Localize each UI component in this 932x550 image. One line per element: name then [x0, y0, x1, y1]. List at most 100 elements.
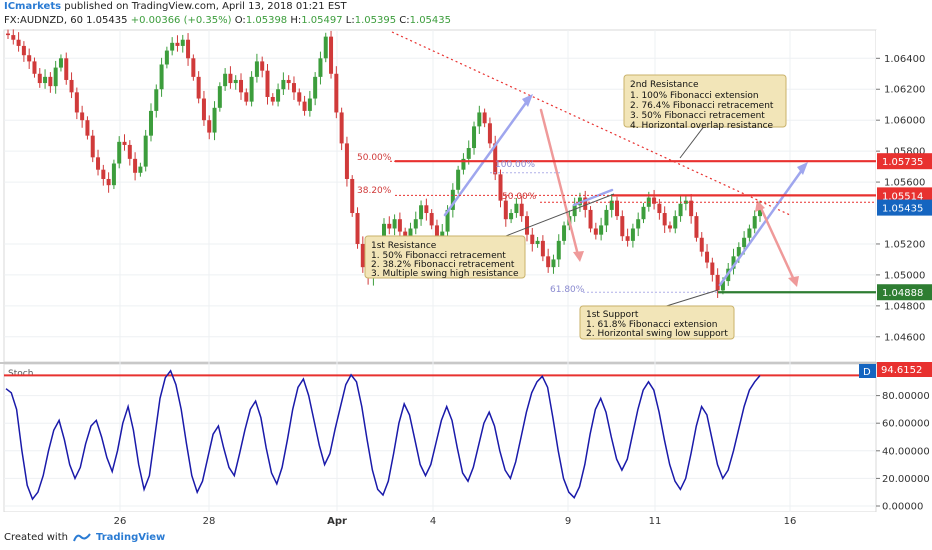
candle-body — [254, 61, 259, 77]
stoch-badge-text[interactable]: D — [863, 367, 871, 378]
candle-body — [233, 79, 238, 84]
candle-body — [53, 67, 58, 87]
fib-50-left-label: 50.00% — [357, 153, 392, 163]
candle-body — [265, 70, 270, 97]
candle-body — [122, 141, 127, 145]
candle-body — [620, 216, 625, 237]
candle-body — [186, 39, 191, 59]
candle-body — [519, 203, 524, 217]
last-price: 1.05435 — [86, 15, 128, 26]
candle-body — [636, 219, 641, 229]
candle-body — [472, 126, 477, 149]
price-tick: 1.06400 — [884, 54, 925, 65]
sup1-line-2: 2. Horizontal swing low support — [586, 329, 728, 339]
candle-body — [90, 135, 95, 158]
candle-body — [170, 42, 175, 51]
price-tags: 1.05735 1.05514 1.05435 1.04888 — [877, 153, 932, 301]
candle-body — [445, 209, 450, 232]
fib-618-label: 61.80% — [550, 285, 585, 295]
price-tag-text: 1.05514 — [882, 191, 923, 202]
candle-body — [85, 120, 90, 136]
candle-body — [249, 76, 254, 102]
candle-body — [297, 92, 302, 102]
candle-body — [604, 209, 609, 226]
candle-body — [710, 262, 715, 275]
candle-body — [609, 200, 614, 210]
candle-body — [720, 281, 725, 291]
candle-body — [424, 205, 429, 214]
candle-body — [588, 209, 593, 229]
sup1-pointer — [659, 289, 719, 309]
candle-body — [74, 92, 79, 113]
candle-body — [302, 101, 307, 111]
candle-body — [21, 45, 26, 56]
candle-body — [318, 58, 323, 77]
chart-header: ICmarkets published on TradingView.com, … — [0, 0, 932, 30]
levels-group — [390, 160, 876, 294]
candle-body — [260, 61, 265, 71]
low-value: 1.05395 — [354, 15, 397, 26]
open-value: 1.05398 — [245, 15, 288, 26]
candle-body — [450, 189, 455, 210]
candle-body — [43, 76, 48, 84]
stoch-badge[interactable] — [859, 364, 876, 378]
tradingview-brand[interactable]: TradingView — [95, 531, 166, 543]
candle-body — [16, 39, 21, 46]
res2-callout — [623, 74, 787, 128]
red-arrow-1-head — [573, 251, 584, 262]
candle-body — [196, 76, 201, 99]
candle-body — [228, 73, 233, 84]
candle-body — [456, 169, 461, 190]
candle-body — [276, 89, 281, 102]
publish-line: ICmarkets published on TradingView.com, … — [4, 1, 347, 12]
stoch-label: Stoch — [8, 369, 33, 379]
high-value: 1.05497 — [301, 15, 343, 26]
candle-body — [630, 228, 635, 241]
publisher-name[interactable]: ICmarkets — [4, 1, 62, 12]
high-label: H: — [290, 15, 302, 26]
candle-body — [58, 58, 63, 68]
candle-body — [397, 219, 402, 232]
candle-body — [493, 143, 498, 175]
candle-body — [477, 112, 482, 127]
time-tick: 11 — [649, 516, 662, 527]
candle-body — [281, 79, 286, 90]
created-with-text: Created with — [4, 531, 68, 543]
candle-body — [127, 144, 132, 159]
res1-line-2: 2. 38.2% Fibonacci retracement — [371, 260, 515, 270]
candle-body — [291, 83, 296, 93]
candle-body — [546, 256, 551, 268]
candle-body — [212, 107, 217, 133]
candle-body — [509, 213, 514, 220]
ohlc-line: FX:AUDNZD, 60 1.05435 +0.00366 (+0.35%) … — [4, 15, 451, 26]
candle-body — [540, 240, 545, 257]
candle-body — [747, 228, 752, 238]
candle-body — [562, 225, 567, 241]
symbol-label[interactable]: FX:AUDNZD, 60 — [4, 15, 83, 26]
price-tick: 1.06000 — [884, 116, 925, 127]
price-axis-ticks: 1.06400 1.06200 1.06000 1.05800 1.05600 1.052… — [876, 54, 925, 343]
sup1-callout — [579, 305, 735, 340]
candle-body — [583, 197, 588, 210]
stoch-tick: 0.00000 — [882, 502, 923, 513]
price-tag-text: 1.05435 — [882, 204, 923, 215]
res1-line-1: 1. 50% Fibonacci retracement — [371, 251, 506, 261]
price-change: +0.00366 (+0.35%) — [130, 15, 232, 26]
price-tag-text: 1.05735 — [882, 157, 923, 168]
candle-body — [524, 216, 529, 235]
candle-body — [207, 120, 212, 133]
candle-body — [535, 240, 540, 244]
blue-arrow-1 — [443, 98, 530, 217]
res2-line-3: 3. 50% Fibonacci retracement — [630, 111, 765, 121]
price-tick: 1.06200 — [884, 85, 925, 96]
stoch-value-tag — [877, 362, 932, 377]
candle-body — [662, 213, 667, 226]
res1-line-3: 3. Multiple swing high resistance — [371, 269, 519, 279]
sup1-line-1: 1. 61.8% Fibonacci extension — [586, 320, 718, 330]
time-tick: 4 — [430, 516, 436, 527]
candle-body — [667, 225, 672, 229]
time-axis[interactable] — [0, 512, 932, 530]
candle-body — [148, 110, 153, 136]
candle-body — [80, 112, 85, 121]
